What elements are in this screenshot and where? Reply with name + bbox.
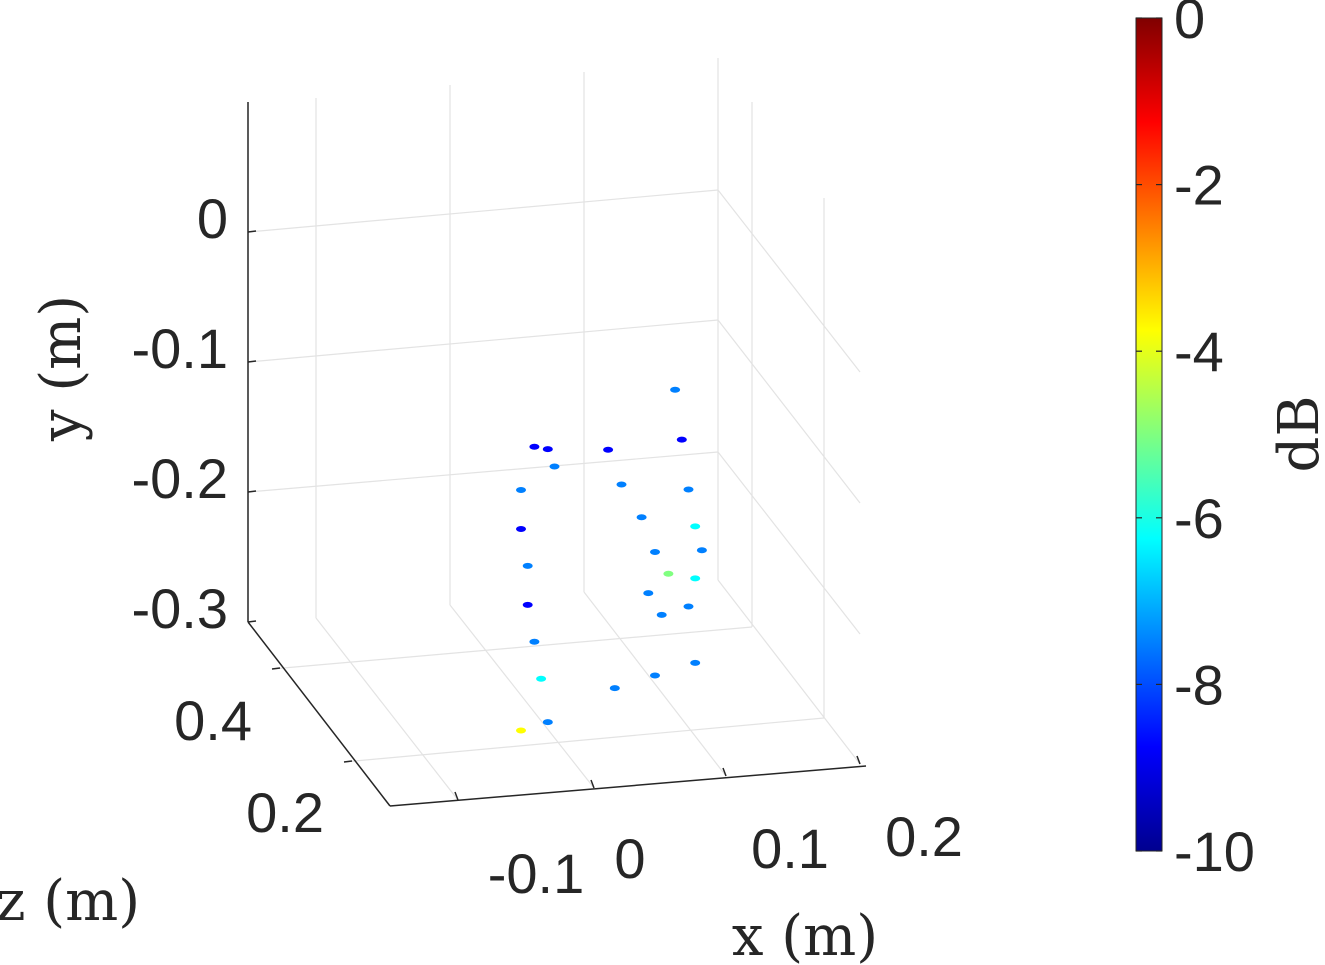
data-point xyxy=(522,601,533,608)
data-point xyxy=(690,575,701,582)
data-point xyxy=(542,446,553,453)
z-axis-label: z (m) xyxy=(0,869,140,934)
data-point xyxy=(522,562,533,569)
data-point xyxy=(529,638,540,645)
data-point xyxy=(609,685,620,692)
x-tick-label: 0 xyxy=(614,827,645,890)
scatter-points xyxy=(516,386,707,734)
data-point xyxy=(670,386,681,393)
y-tick-labels: 0 -0.1 -0.2 -0.3 xyxy=(132,187,229,640)
colorbar-tick-label: 0 xyxy=(1174,0,1205,50)
x-tick-label: 0.2 xyxy=(885,805,963,868)
colorbar: 0 -2 -4 -6 -8 -10 dB xyxy=(1135,0,1325,883)
data-point xyxy=(516,526,526,532)
colorbar-tick-label: -2 xyxy=(1174,154,1224,217)
x-tick-labels: -0.1 0 0.1 0.2 xyxy=(488,805,963,905)
data-point xyxy=(696,547,707,554)
y-tick-label: -0.3 xyxy=(132,577,229,640)
data-point xyxy=(650,672,660,679)
z-tick-label: 0.4 xyxy=(174,689,252,752)
data-point xyxy=(656,611,667,618)
x-tick-label: 0.1 xyxy=(751,817,829,880)
y-tick-label: -0.1 xyxy=(132,317,229,380)
data-point xyxy=(516,727,526,734)
colorbar-tick-label: -10 xyxy=(1174,820,1255,883)
z-tick-label: 0.2 xyxy=(246,781,324,844)
y-tick-label: 0 xyxy=(197,187,228,250)
colorbar-tick-label: -4 xyxy=(1174,320,1224,383)
axes-lines xyxy=(247,102,867,807)
data-point xyxy=(549,463,560,470)
colorbar-tick-label: -6 xyxy=(1174,487,1224,550)
data-point xyxy=(643,590,654,597)
data-point xyxy=(542,719,553,726)
data-point xyxy=(529,443,540,450)
data-point xyxy=(663,570,674,577)
colorbar-gradient xyxy=(1135,17,1163,852)
colorbar-tick-label: -8 xyxy=(1174,653,1224,716)
y-tick-label: -0.2 xyxy=(132,447,229,510)
data-point xyxy=(650,549,660,555)
data-point xyxy=(683,486,694,493)
z-tick-labels: 0.4 0.2 xyxy=(174,689,324,844)
data-point xyxy=(616,481,627,488)
data-point xyxy=(676,436,687,443)
data-point xyxy=(516,487,526,493)
data-point xyxy=(690,659,701,666)
data-point xyxy=(690,523,701,530)
data-point xyxy=(603,446,614,453)
data-point xyxy=(536,675,547,682)
colorbar-ticks: 0 -2 -4 -6 -8 -10 xyxy=(1136,0,1255,883)
data-point xyxy=(683,603,694,610)
grid-lines xyxy=(247,58,861,801)
x-tick-label: -0.1 xyxy=(488,842,585,905)
x-axis-label: x (m) xyxy=(732,904,878,965)
y-axis-label: y (m) xyxy=(29,295,94,442)
colorbar-label: dB xyxy=(1267,396,1325,473)
data-point xyxy=(636,514,647,521)
